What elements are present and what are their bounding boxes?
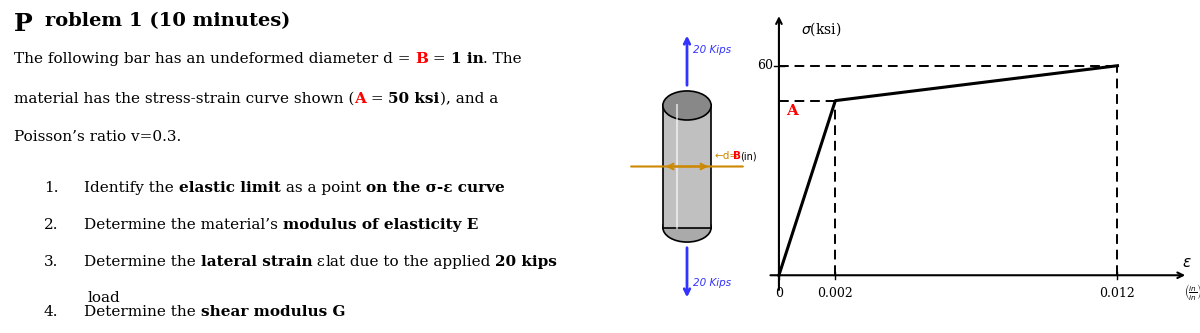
Text: 4.: 4. xyxy=(43,305,58,319)
Text: 20 Kips: 20 Kips xyxy=(692,278,731,288)
Text: $\left(\frac{in}{in}\right)$: $\left(\frac{in}{in}\right)$ xyxy=(1183,282,1200,302)
Text: shear modulus G: shear modulus G xyxy=(200,305,346,319)
Text: 0.002: 0.002 xyxy=(817,287,853,300)
Text: $\sigma$(ksi): $\sigma$(ksi) xyxy=(802,20,842,38)
Text: Poisson’s ratio v=0.3.: Poisson’s ratio v=0.3. xyxy=(13,130,181,144)
Text: (in): (in) xyxy=(740,151,757,161)
Text: A: A xyxy=(786,104,798,118)
Text: 0: 0 xyxy=(775,287,782,300)
Text: Determine the: Determine the xyxy=(84,305,200,319)
Text: 20 kips: 20 kips xyxy=(496,255,557,269)
Text: roblem 1 (10 minutes): roblem 1 (10 minutes) xyxy=(44,12,290,30)
Text: 1.: 1. xyxy=(43,181,58,195)
Text: ), and a: ), and a xyxy=(439,92,498,106)
Text: material has the stress-strain curve shown (: material has the stress-strain curve sho… xyxy=(13,92,354,106)
Text: 2.: 2. xyxy=(43,218,58,232)
Text: on the σ-ε curve: on the σ-ε curve xyxy=(366,181,504,195)
Text: Determine the: Determine the xyxy=(84,255,200,269)
Text: B: B xyxy=(733,151,742,161)
Text: 20 Kips: 20 Kips xyxy=(692,45,731,55)
Text: elastic limit: elastic limit xyxy=(179,181,281,195)
Text: ε: ε xyxy=(312,255,325,269)
Text: P: P xyxy=(13,12,32,36)
Text: load: load xyxy=(88,291,120,305)
Text: A: A xyxy=(354,92,366,106)
Text: The following bar has an undeformed diameter d =: The following bar has an undeformed diam… xyxy=(13,52,415,66)
Text: 1 in: 1 in xyxy=(451,52,484,66)
Text: =: = xyxy=(428,52,451,66)
Text: lateral strain: lateral strain xyxy=(200,255,312,269)
Text: Determine the material’s: Determine the material’s xyxy=(84,218,283,232)
Text: modulus of elasticity E: modulus of elasticity E xyxy=(283,218,479,232)
Text: Identify the: Identify the xyxy=(84,181,179,195)
Text: as a point: as a point xyxy=(281,181,366,195)
Text: 3.: 3. xyxy=(43,255,58,269)
Text: ←d=: ←d= xyxy=(715,151,739,161)
Text: due to the applied: due to the applied xyxy=(346,255,496,269)
Text: 60: 60 xyxy=(757,59,773,72)
Ellipse shape xyxy=(662,213,712,242)
Text: lat: lat xyxy=(325,255,346,269)
Text: 50 ksi: 50 ksi xyxy=(389,92,439,106)
Bar xyxy=(662,106,712,227)
Text: $\varepsilon$: $\varepsilon$ xyxy=(1182,256,1192,270)
Text: 0.012: 0.012 xyxy=(1099,287,1135,300)
Ellipse shape xyxy=(662,91,712,120)
Text: . The: . The xyxy=(484,52,522,66)
Text: =: = xyxy=(366,92,389,106)
Text: B: B xyxy=(415,52,428,66)
